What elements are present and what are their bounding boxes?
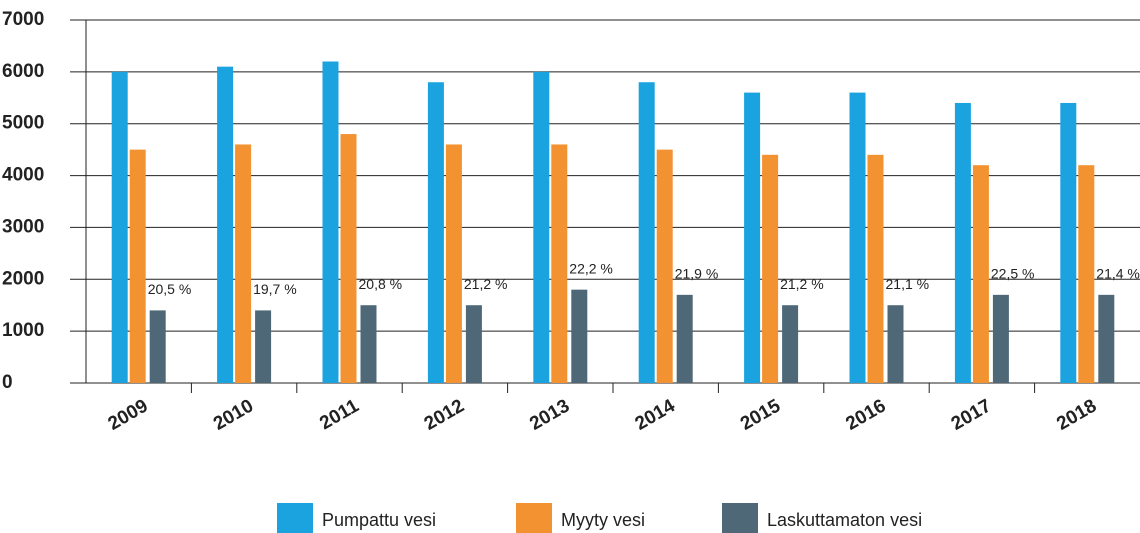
y-tick-label: 2000 — [2, 268, 44, 289]
bar — [149, 310, 166, 383]
bar — [465, 305, 482, 383]
y-tick-label: 4000 — [2, 165, 44, 186]
bar — [638, 82, 655, 383]
legend-label: Myyty vesi — [561, 510, 645, 530]
bar — [551, 144, 568, 383]
bar — [1098, 294, 1115, 383]
bar — [782, 305, 799, 383]
y-tick-label: 0 — [2, 372, 13, 393]
bar — [445, 144, 462, 383]
legend-label: Laskuttamaton vesi — [767, 510, 922, 530]
bar — [360, 305, 377, 383]
bar — [111, 71, 128, 383]
bar-annotation: 22,2 % — [569, 260, 613, 276]
bar-annotation: 21,2 % — [780, 276, 824, 292]
bar — [762, 154, 779, 383]
bar — [217, 66, 234, 384]
bar — [849, 92, 866, 383]
bar — [744, 92, 761, 383]
bar — [867, 154, 884, 383]
bar — [656, 149, 673, 383]
y-tick-label: 6000 — [2, 61, 44, 82]
bar-annotation: 22,5 % — [991, 266, 1035, 282]
bar — [571, 289, 588, 383]
bar-annotation: 20,5 % — [148, 281, 192, 297]
bar-annotation: 21,2 % — [464, 276, 508, 292]
y-tick-label: 3000 — [2, 216, 44, 237]
x-tick-label: 2018 — [1053, 395, 1100, 434]
x-tick-label: 2017 — [948, 395, 995, 434]
bar — [533, 71, 550, 383]
bar — [992, 294, 1009, 383]
x-tick-label: 2015 — [737, 395, 784, 435]
x-tick-label: 2016 — [842, 395, 889, 434]
bar — [235, 144, 252, 383]
legend-swatch — [516, 503, 552, 533]
bar — [1060, 102, 1077, 383]
bar-annotation: 21,9 % — [675, 266, 719, 282]
legend-swatch — [277, 503, 313, 533]
x-tick-label: 2009 — [105, 395, 152, 434]
bar — [340, 134, 357, 383]
legend-label: Pumpattu vesi — [322, 510, 436, 530]
x-tick-label: 2013 — [526, 395, 573, 434]
x-tick-label: 2011 — [316, 395, 363, 434]
x-tick-label: 2010 — [210, 395, 257, 434]
bar-annotation: 20,8 % — [359, 276, 403, 292]
bar — [676, 294, 693, 383]
legend-swatch — [722, 503, 758, 533]
bar — [255, 310, 272, 383]
x-tick-label: 2014 — [632, 395, 679, 435]
bar-annotation: 19,7 % — [253, 281, 297, 297]
bar — [887, 305, 904, 383]
y-tick-label: 1000 — [2, 320, 44, 341]
y-tick-label: 5000 — [2, 113, 44, 134]
bar — [1078, 165, 1095, 383]
bar — [972, 165, 989, 383]
bar — [129, 149, 146, 383]
bar-annotation: 21,4 % — [1096, 266, 1140, 282]
bar — [322, 61, 339, 383]
bar — [427, 82, 444, 383]
bar — [954, 102, 971, 383]
bar-annotation: 21,1 % — [886, 276, 930, 292]
y-tick-label: 7000 — [2, 9, 44, 30]
x-tick-label: 2012 — [421, 395, 468, 434]
